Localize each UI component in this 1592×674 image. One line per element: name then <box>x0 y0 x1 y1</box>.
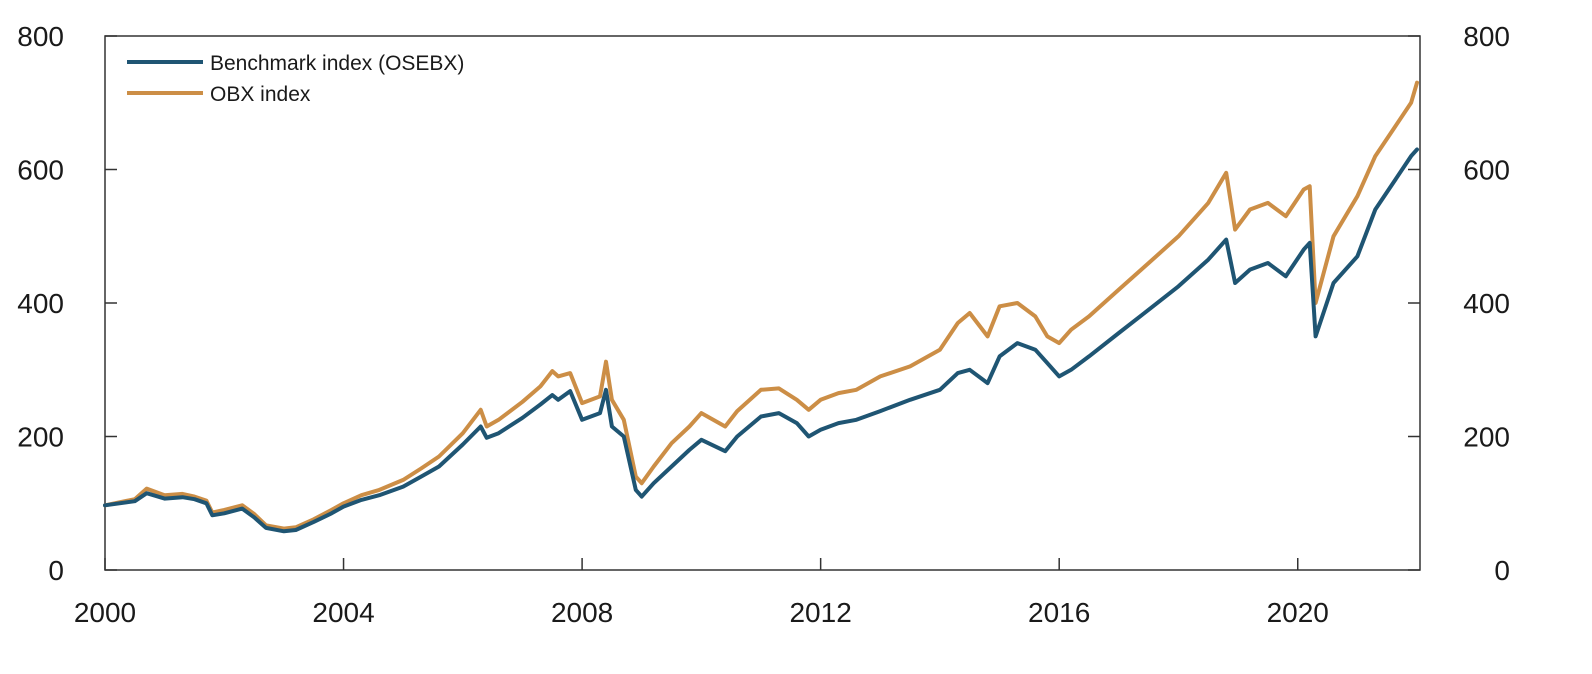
y-tick-label-right: 400 <box>1463 288 1510 319</box>
y-tick-label-right: 0 <box>1494 555 1510 586</box>
y-tick-label-right: 800 <box>1463 21 1510 52</box>
x-tick-label: 2016 <box>1028 597 1090 628</box>
series-layer <box>103 80 1419 534</box>
legend-label-obx: OBX index <box>210 83 311 106</box>
x-tick-label: 2012 <box>789 597 851 628</box>
series-line-obx <box>103 80 1419 531</box>
x-tick-label: 2000 <box>74 597 136 628</box>
x-tick-label: 2008 <box>551 597 613 628</box>
y-tick-label-left: 400 <box>17 288 64 319</box>
y-tick-label-left: 800 <box>17 21 64 52</box>
y-tick-label-right: 600 <box>1463 155 1510 186</box>
axis-ticks: 2000 2004 2008 2012 2016 2020 0 200 400 600 800 0 20… <box>17 21 1510 628</box>
legend-label-osebx: Benchmark index (OSEBX) <box>210 52 464 75</box>
y-tick-label-left: 200 <box>17 422 64 453</box>
y-tick-label-left: 0 <box>48 555 64 586</box>
y-tick-label-left: 600 <box>17 155 64 186</box>
legend: Benchmark index (OSEBX) OBX index <box>127 52 464 106</box>
plot-frame <box>104 35 1421 571</box>
x-tick-label: 2020 <box>1267 597 1329 628</box>
y-tick-label-right: 200 <box>1463 422 1510 453</box>
x-tick-label: 2004 <box>312 597 374 628</box>
series-line-osebx <box>103 147 1419 534</box>
